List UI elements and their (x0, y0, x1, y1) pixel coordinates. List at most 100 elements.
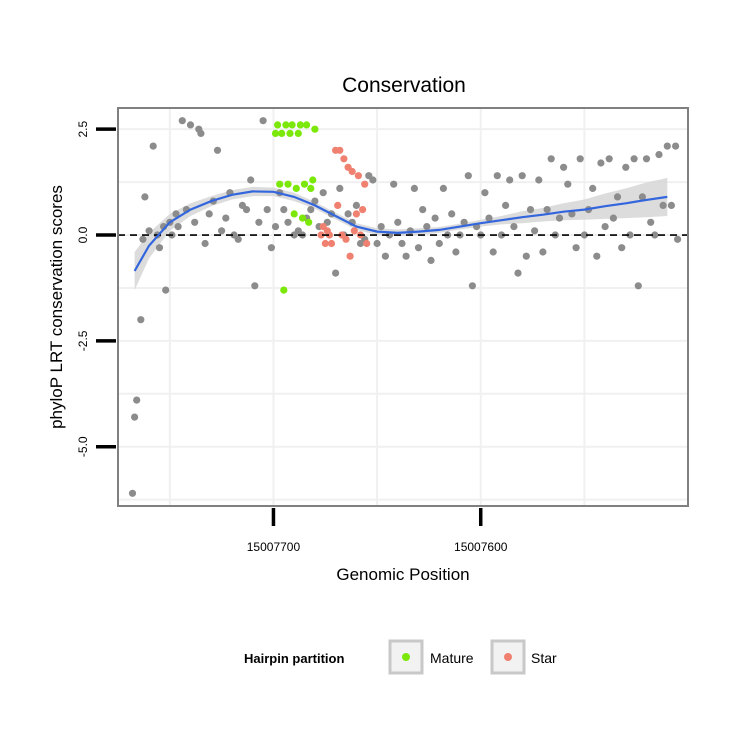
point-other (647, 218, 655, 226)
point-other (419, 206, 427, 214)
point-mature (278, 129, 286, 137)
point-other (280, 206, 288, 214)
point-other (284, 218, 292, 226)
point-other (197, 129, 205, 137)
point-other (601, 223, 609, 231)
point-other (526, 206, 535, 214)
chart-title: Conservation (342, 74, 466, 97)
point-mature (276, 180, 284, 188)
point-other (201, 239, 209, 248)
point-other (234, 235, 242, 243)
point-other (205, 210, 213, 218)
point-mature (296, 121, 304, 129)
point-other (149, 142, 157, 150)
point-mature (303, 121, 311, 129)
point-other (267, 244, 275, 252)
point-star (342, 235, 350, 243)
point-other (271, 223, 280, 231)
point-other (213, 146, 222, 154)
point-other (667, 201, 676, 209)
point-other (485, 214, 493, 222)
point-other (390, 180, 398, 188)
point-mature (300, 180, 309, 188)
point-other (672, 142, 680, 150)
point-other (655, 151, 663, 159)
point-other (311, 197, 319, 205)
point-other (580, 231, 589, 239)
point-star (340, 155, 348, 163)
point-other (597, 159, 605, 167)
legend: Hairpin partition Mature Star (244, 639, 557, 675)
point-other (622, 163, 630, 171)
legend-label-mature: Mature (430, 650, 474, 666)
confidence-band (134, 177, 668, 291)
point-other (514, 269, 522, 277)
smooth-trend-line (133, 190, 668, 272)
point-other (410, 184, 418, 192)
x-axis: 15007700 15007600 (247, 508, 508, 554)
point-other (394, 218, 402, 226)
point-star (317, 231, 325, 239)
points-mature (271, 121, 319, 294)
legend-dot-star (504, 653, 512, 661)
point-other (377, 223, 385, 231)
point-other (133, 396, 141, 404)
point-other (263, 206, 271, 214)
point-mature (311, 125, 319, 133)
point-other (128, 489, 137, 497)
points-other (128, 117, 682, 497)
point-other (398, 239, 406, 248)
point-other (674, 235, 682, 243)
point-other (145, 227, 153, 235)
point-other (218, 227, 226, 235)
point-other (139, 235, 147, 243)
plot-panel (117, 107, 689, 507)
point-other (435, 239, 443, 248)
smooth-confidence-band (134, 177, 668, 291)
point-other (543, 206, 551, 214)
point-star (361, 180, 369, 188)
point-other (605, 155, 613, 163)
x-tick-label: 15007600 (454, 540, 508, 554)
point-other (638, 193, 647, 201)
point-other (642, 155, 651, 163)
point-other (448, 210, 456, 218)
point-other (555, 214, 564, 222)
point-star (346, 252, 354, 260)
point-mature (307, 184, 315, 192)
point-other (423, 223, 431, 231)
point-other (464, 172, 472, 180)
point-other (137, 316, 145, 324)
point-mature (286, 129, 294, 137)
point-other (439, 184, 447, 192)
y-axis: 2.5 0.0 -2.5 -5.0 (76, 121, 116, 457)
point-other (155, 244, 164, 252)
point-other (352, 201, 360, 209)
point-other (506, 176, 514, 184)
grid-lines (118, 108, 689, 506)
point-other (162, 286, 170, 294)
points-star (317, 146, 371, 260)
point-other (510, 223, 518, 231)
point-other (319, 189, 327, 197)
point-other (518, 172, 526, 180)
point-other (609, 214, 618, 222)
point-other (336, 184, 344, 192)
point-mature (309, 176, 317, 184)
point-other (522, 252, 530, 260)
point-other (613, 193, 622, 201)
point-star (327, 239, 336, 248)
point-other (572, 244, 580, 252)
point-other (452, 248, 460, 256)
point-mature (288, 121, 296, 129)
point-other (131, 413, 139, 421)
y-axis-label: phyloP LRT conservation scores (47, 185, 66, 429)
point-mature (271, 129, 280, 137)
point-mature (298, 214, 307, 222)
point-other (251, 282, 259, 290)
point-other (141, 193, 149, 201)
point-other (547, 155, 555, 163)
point-other (589, 184, 597, 192)
point-other (634, 282, 642, 290)
